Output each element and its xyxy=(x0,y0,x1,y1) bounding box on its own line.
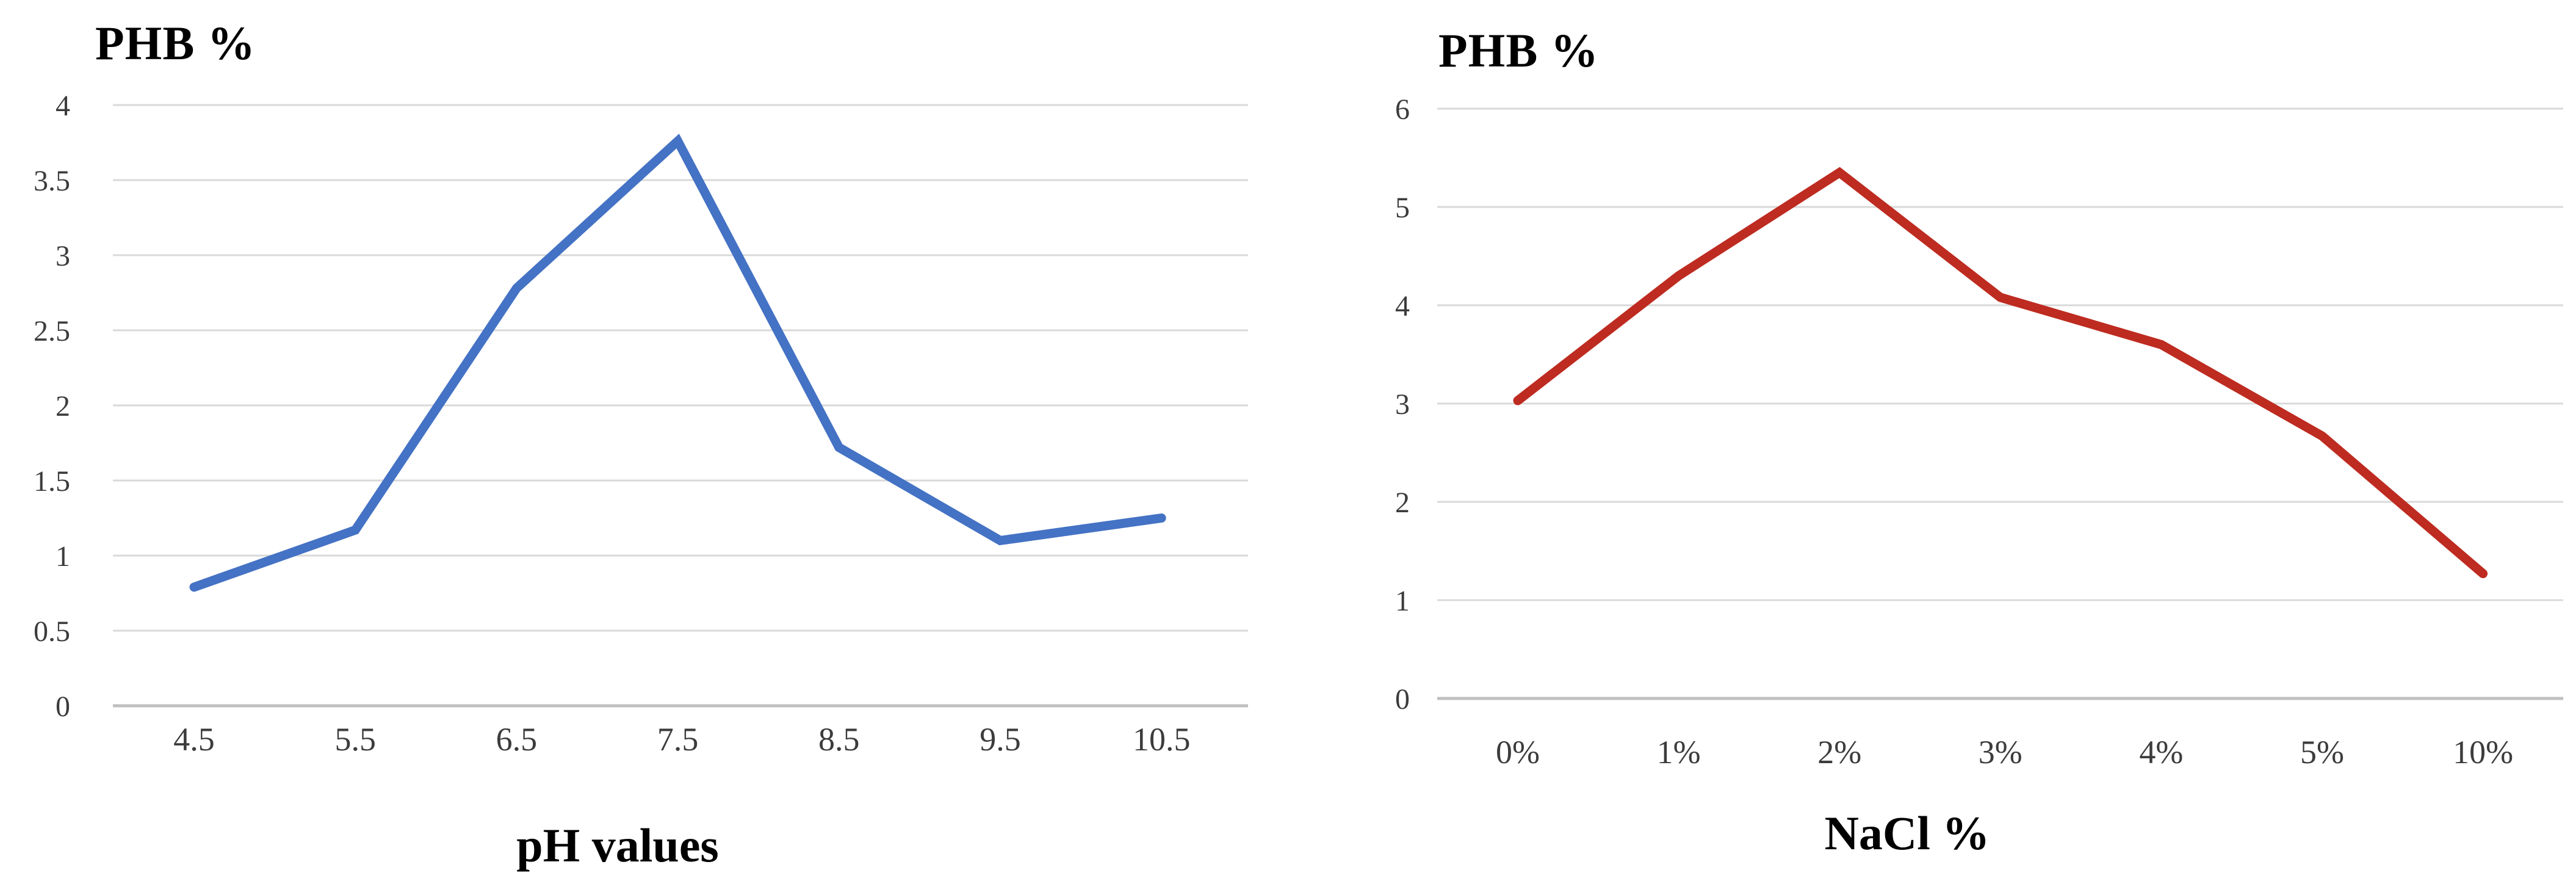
y-tick-label: 3.5 xyxy=(34,165,70,197)
data-line xyxy=(189,133,1166,592)
x-tick-label: 10.5 xyxy=(1133,721,1191,758)
x-tick-label: 10% xyxy=(2453,734,2513,770)
x-tick-label: 4.5 xyxy=(173,721,215,758)
x-axis-title-left: pH values xyxy=(516,819,719,872)
y-tick-label: 1 xyxy=(1395,585,1410,617)
y-tick-label: 2 xyxy=(56,390,70,422)
y-tick-label: 1 xyxy=(56,540,70,573)
x-tick-label: 1% xyxy=(1657,734,1701,770)
x-tick-label: 5.5 xyxy=(334,721,376,758)
y-tick-label: 4 xyxy=(56,90,70,122)
y-tick-label: 0.5 xyxy=(34,615,70,648)
x-tick-label: 8.5 xyxy=(818,721,860,758)
y-tick-label: 0 xyxy=(56,691,70,723)
y-tick-label: 2 xyxy=(1395,487,1410,519)
x-tick-label: 9.5 xyxy=(980,721,1021,758)
x-tick-label: 4% xyxy=(2139,734,2183,770)
chart-title-left: PHB % xyxy=(95,16,256,70)
y-tick-label: 0 xyxy=(1395,683,1410,716)
y-tick-label: 5 xyxy=(1395,192,1410,224)
chart-title-right: PHB % xyxy=(1438,24,1599,77)
y-tick-label: 6 xyxy=(1395,93,1410,126)
y-tick-label: 2.5 xyxy=(34,315,70,347)
x-tick-label: 3% xyxy=(1979,734,2022,770)
x-tick-label: 6.5 xyxy=(496,721,538,758)
x-axis-title-right: NaCl % xyxy=(1824,807,1990,860)
x-tick-label: 2% xyxy=(1817,734,1861,770)
x-tick-label: 5% xyxy=(2300,734,2344,770)
y-tick-label: 4 xyxy=(1395,290,1410,322)
y-tick-label: 3 xyxy=(56,240,70,272)
data-line xyxy=(1513,167,2488,579)
y-tick-label: 1.5 xyxy=(34,465,70,498)
x-tick-label: 7.5 xyxy=(657,721,699,758)
x-tick-label: 0% xyxy=(1496,734,1540,770)
y-tick-label: 3 xyxy=(1395,388,1410,421)
